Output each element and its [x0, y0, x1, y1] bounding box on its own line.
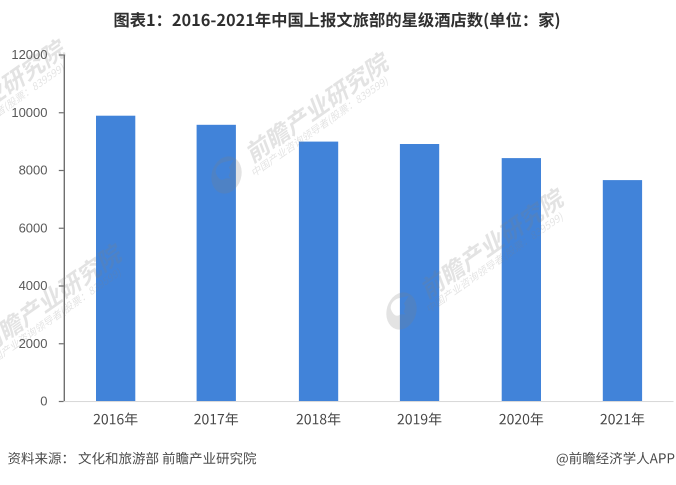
svg-text:2000: 2000 [19, 336, 48, 351]
svg-text:0: 0 [40, 394, 47, 409]
svg-text:10000: 10000 [11, 105, 47, 120]
svg-text:6000: 6000 [19, 220, 48, 235]
svg-text:8000: 8000 [19, 163, 48, 178]
svg-text:4000: 4000 [19, 278, 48, 293]
